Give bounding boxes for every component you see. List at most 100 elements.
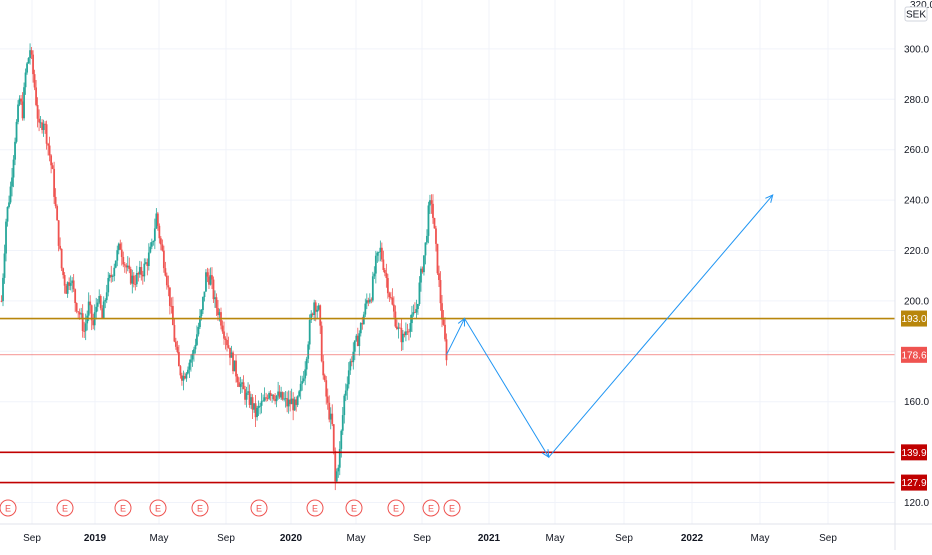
candle-body	[80, 313, 83, 315]
time-axis[interactable]: Sep 2019 May Sep 2020 May Sep 2021 May Sep 2022 May…	[23, 533, 837, 544]
candle-body	[66, 282, 69, 294]
candle-body	[77, 311, 80, 313]
candle-body	[102, 301, 105, 319]
candle-body	[262, 400, 264, 402]
level-price-tag	[901, 310, 927, 327]
candle-body	[212, 279, 215, 300]
candle-body	[174, 341, 177, 347]
earnings-marker[interactable]: E	[443, 499, 461, 517]
time-tick-label: May	[150, 533, 169, 544]
candle-body	[286, 398, 289, 407]
candle-body	[382, 259, 385, 270]
earnings-marker[interactable]: E	[387, 499, 405, 517]
earnings-marker-label: E	[312, 504, 318, 514]
candle-body	[287, 399, 290, 407]
time-tick-label: Sep	[615, 533, 633, 544]
candle-body	[15, 121, 18, 142]
candle-body	[325, 380, 328, 397]
candle-body	[33, 74, 36, 88]
earnings-marker-circle	[149, 499, 167, 517]
candle-body	[161, 244, 164, 251]
candle-body	[358, 333, 361, 347]
candle-body	[268, 392, 271, 399]
earnings-marker[interactable]: E	[250, 499, 268, 517]
candle-body	[406, 331, 409, 333]
candle-body	[427, 205, 430, 236]
candle-body	[392, 304, 395, 312]
candle-body	[353, 340, 356, 352]
candle-body	[194, 344, 197, 350]
candle-body	[245, 392, 248, 400]
earnings-marker[interactable]: E	[149, 499, 167, 517]
candle-body	[290, 398, 293, 405]
candle-body	[424, 242, 427, 256]
earnings-marker[interactable]: E	[0, 499, 17, 517]
candle-body	[304, 369, 307, 379]
candle-body	[18, 98, 21, 105]
candle-body	[191, 353, 194, 360]
candle-body	[296, 396, 299, 405]
candle-body	[206, 272, 209, 277]
candle-body	[295, 399, 298, 405]
price-axis[interactable]: 193.0 178.6 139.9 127.9 120.0 160.0 200.0 220.0…	[901, 44, 929, 509]
horizontal-level-lines[interactable]	[0, 317, 895, 484]
candle-body	[298, 391, 301, 397]
price-tick-label: 220.0	[904, 246, 929, 257]
candle-body	[412, 312, 415, 315]
candle-body	[87, 301, 90, 316]
time-tick-label: 2022	[681, 533, 704, 544]
level-price-tag-label: 139.9	[901, 448, 926, 459]
candle-body	[314, 302, 317, 312]
candle-body	[395, 326, 398, 329]
candle-body	[344, 390, 347, 396]
candle-body	[347, 370, 350, 385]
price-tick-label: 240.0	[904, 196, 929, 207]
earnings-marker-circle	[56, 499, 74, 517]
price-tick-label: 280.0	[904, 95, 929, 106]
candle-body	[289, 399, 292, 405]
earnings-marker-label: E	[428, 504, 434, 514]
candle-body	[41, 122, 43, 131]
candle-body	[426, 235, 428, 243]
candle-body	[415, 309, 418, 313]
candle-body	[27, 58, 30, 64]
candle-body	[320, 325, 323, 362]
candle-body	[328, 402, 331, 420]
candle-body	[445, 339, 448, 361]
time-tick-label: 2021	[478, 533, 501, 544]
earnings-marker[interactable]: E	[345, 499, 363, 517]
candle-body	[408, 331, 410, 333]
candle-body	[59, 245, 62, 249]
candle-body	[110, 274, 113, 277]
candle-body	[92, 320, 95, 326]
candle-body	[221, 325, 224, 332]
earnings-marker[interactable]: E	[422, 499, 440, 517]
candle-body	[143, 263, 146, 277]
candle-body	[72, 280, 75, 290]
candle-body	[227, 345, 230, 348]
earnings-marker[interactable]: E	[56, 499, 74, 517]
candle-body	[349, 361, 352, 371]
candle-body	[47, 143, 50, 146]
candle-body	[444, 324, 446, 340]
candle-body	[301, 381, 304, 384]
earnings-marker[interactable]: E	[191, 499, 209, 517]
candle-body	[98, 296, 101, 303]
time-tick-label: Sep	[413, 533, 431, 544]
currency-badge[interactable]: SEK	[904, 6, 928, 22]
candle-body	[331, 413, 334, 425]
candle-body	[75, 303, 78, 312]
candle-body	[284, 398, 287, 399]
candle-body	[432, 203, 434, 219]
candle-body	[164, 268, 167, 276]
candle-body	[236, 376, 239, 383]
projection-path[interactable]	[446, 194, 774, 459]
earnings-marker[interactable]: E	[306, 499, 324, 517]
level-price-tag-label: 193.0	[901, 314, 926, 325]
candle-body	[132, 275, 135, 285]
candle-body	[111, 276, 114, 277]
candle-body	[435, 228, 437, 244]
earnings-marker[interactable]: E	[114, 499, 132, 517]
